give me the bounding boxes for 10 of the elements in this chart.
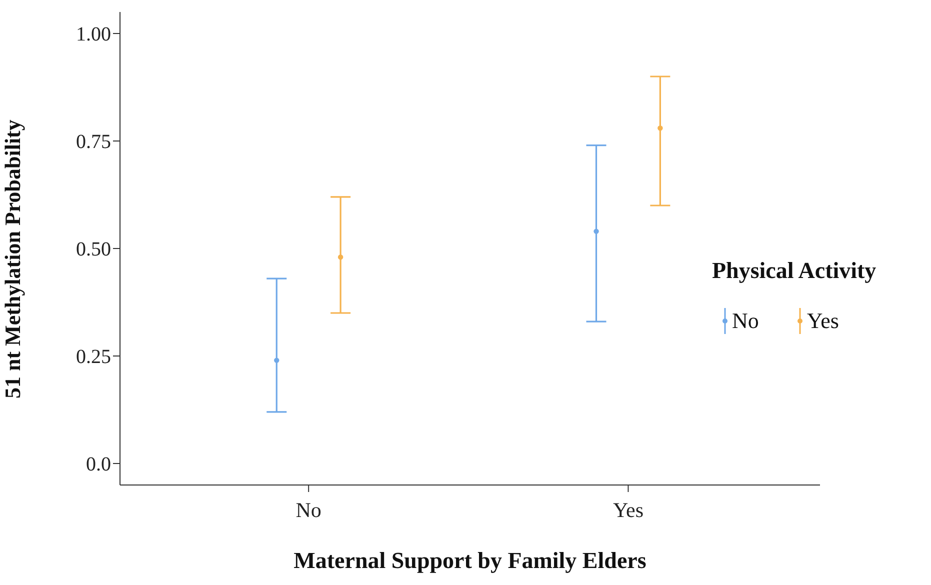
legend-label: Yes: [806, 308, 839, 334]
y-tick-label: 0.75: [76, 131, 111, 154]
x-axis-title: Maternal Support by Family Elders: [294, 548, 646, 573]
y-tick-label: 0.25: [76, 346, 111, 368]
legend-label: No: [732, 308, 759, 334]
y-tick-label: 1.00: [76, 24, 111, 46]
y-tick-label: 0.0: [86, 454, 111, 476]
y-tick-label: 0.50: [76, 238, 111, 261]
y-axis-title: 51 nt Methylation Probability: [0, 120, 25, 398]
legend-title: Physical Activity: [712, 258, 876, 284]
